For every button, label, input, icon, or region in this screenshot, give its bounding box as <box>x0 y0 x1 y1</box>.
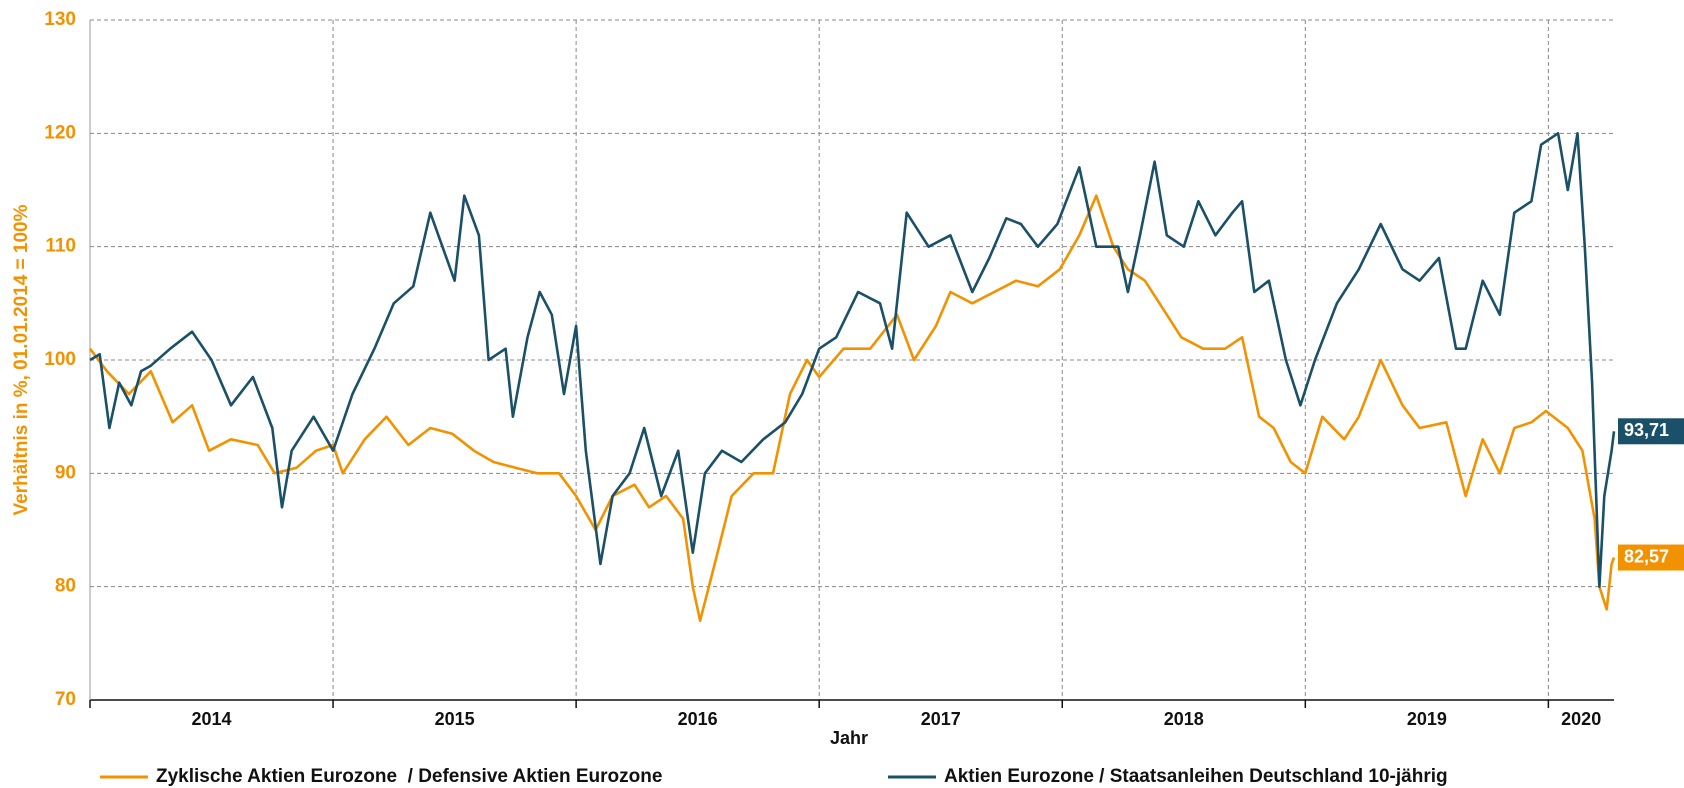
y-tick-label: 80 <box>55 576 76 597</box>
x-tick-label: 2019 <box>1407 709 1447 729</box>
series-line <box>88 194 1616 622</box>
y-tick-label: 100 <box>44 349 76 370</box>
y-axis-label: Verhältnis in %, 01.01.2014 = 100% <box>11 204 32 515</box>
end-label: 82,57 <box>1624 546 1669 566</box>
x-tick-label: 2020 <box>1561 709 1601 729</box>
y-tick-label: 110 <box>45 236 76 257</box>
legend-label: Zyklische Aktien Eurozone / Defensive Ak… <box>156 766 662 787</box>
y-tick-label: 120 <box>44 122 76 143</box>
x-tick-label: 2018 <box>1164 709 1204 729</box>
x-tick-label: 2017 <box>921 709 961 729</box>
end-label: 93,71 <box>1624 420 1669 440</box>
legend-label: Aktien Eurozone / Staatsanleihen Deutsch… <box>944 766 1448 787</box>
y-tick-label: 70 <box>55 689 76 710</box>
y-tick-label: 130 <box>44 9 76 30</box>
y-tick-label: 90 <box>55 462 76 483</box>
x-tick-label: 2016 <box>678 709 718 729</box>
end-label-box <box>1618 418 1684 445</box>
x-tick-label: 2014 <box>192 709 232 729</box>
x-axis-label: Jahr <box>830 728 868 748</box>
series-line <box>89 132 1616 588</box>
end-label-box <box>1618 544 1684 571</box>
x-tick-label: 2015 <box>435 709 475 729</box>
